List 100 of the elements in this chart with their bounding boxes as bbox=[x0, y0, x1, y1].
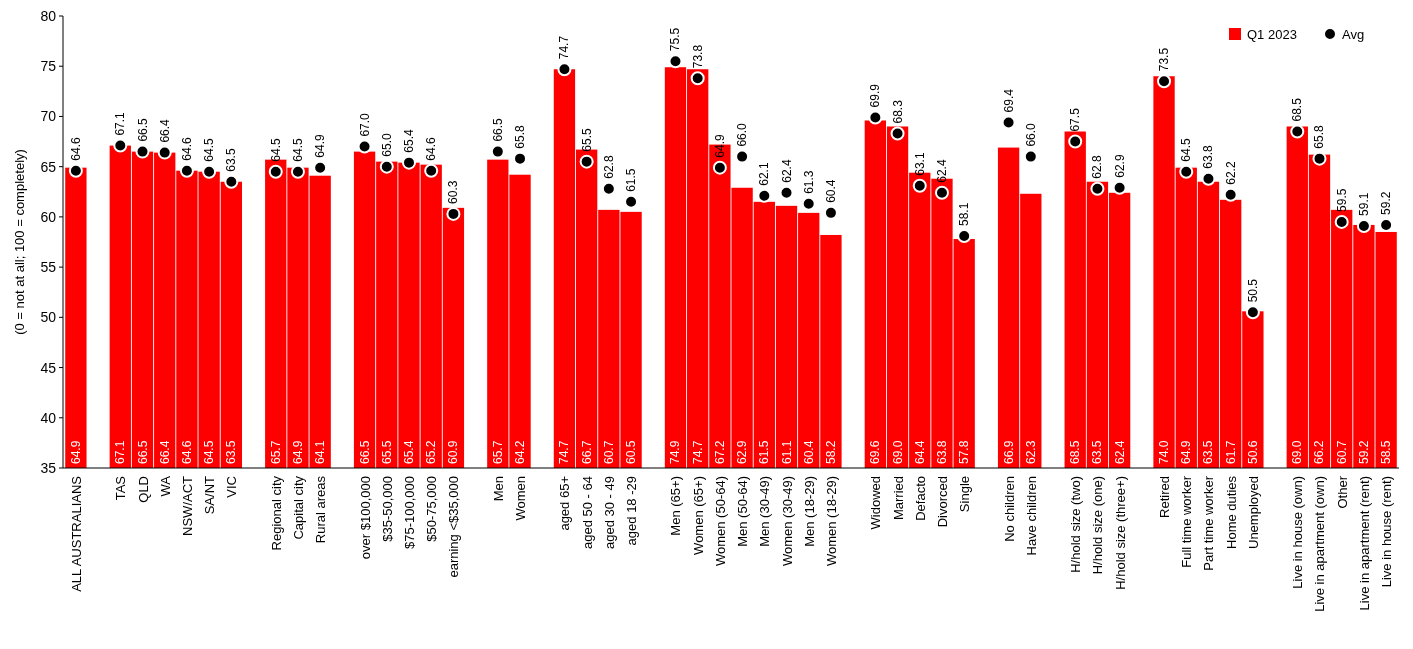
data-label: 69.6 bbox=[868, 440, 883, 464]
data-label: 61.1 bbox=[779, 440, 794, 464]
data-label: 63.5 bbox=[1201, 440, 1216, 464]
point bbox=[113, 138, 128, 153]
data-label: 61.5 bbox=[757, 440, 772, 464]
data-label: 65.4 bbox=[401, 440, 416, 464]
data-label: 66.9 bbox=[1001, 440, 1016, 464]
point bbox=[313, 160, 328, 175]
x-tick-label: Women (30-49) bbox=[779, 476, 795, 567]
x-tick-label: $50-75,000 bbox=[424, 476, 440, 542]
point bbox=[801, 196, 816, 211]
data-label: 63.5 bbox=[224, 440, 239, 464]
x-tick-label: WA bbox=[157, 475, 173, 497]
data-label: 66.5 bbox=[490, 117, 505, 142]
data-label: 65.5 bbox=[379, 440, 394, 464]
data-label: 66.0 bbox=[1023, 122, 1038, 147]
x-tick-label: Women bbox=[513, 476, 529, 521]
x-tick-label: Home duties bbox=[1223, 475, 1239, 549]
data-label: 68.5 bbox=[1068, 440, 1083, 464]
data-label: 58.5 bbox=[1379, 440, 1394, 464]
x-tick-label: No children bbox=[1001, 476, 1017, 542]
point bbox=[1179, 164, 1194, 179]
data-label: 60.9 bbox=[446, 440, 461, 464]
x-tick-label: Men (18-29) bbox=[801, 476, 817, 547]
data-label: 66.5 bbox=[357, 440, 372, 464]
data-label: 64.4 bbox=[912, 440, 927, 464]
point bbox=[757, 188, 772, 203]
y-axis-title: (0 = not at all; 100 = completely) bbox=[12, 149, 27, 335]
x-tick-label: Divorced bbox=[934, 476, 950, 528]
point bbox=[1023, 149, 1038, 164]
data-label: 59.1 bbox=[1356, 192, 1371, 216]
data-label: 66.4 bbox=[157, 118, 172, 143]
data-label: 62.4 bbox=[1112, 440, 1127, 464]
point bbox=[1223, 187, 1238, 202]
y-tick-label: 70 bbox=[40, 108, 57, 125]
data-label: 74.7 bbox=[557, 35, 572, 60]
data-label: 64.1 bbox=[313, 440, 328, 464]
x-tick-label: Women (65+) bbox=[690, 476, 706, 555]
legend-label: Avg bbox=[1342, 27, 1365, 42]
data-label: 69.0 bbox=[890, 440, 905, 464]
x-tick-label: Widowed bbox=[868, 476, 884, 530]
x-tick-label: $35-50,000 bbox=[379, 476, 395, 542]
legend-label: Q1 2023 bbox=[1247, 27, 1297, 42]
point bbox=[1157, 74, 1172, 89]
x-tick-label: Live in house (rent) bbox=[1379, 476, 1395, 588]
data-label: 62.8 bbox=[1090, 155, 1105, 179]
data-label: 63.5 bbox=[224, 148, 239, 172]
y-tick-label: 55 bbox=[40, 259, 57, 276]
data-label: 64.5 bbox=[1179, 138, 1194, 162]
data-label: 74.0 bbox=[1157, 440, 1172, 464]
x-tick-label: Women (50-64) bbox=[712, 476, 728, 567]
point bbox=[68, 163, 83, 178]
data-label: 69.0 bbox=[1290, 440, 1305, 464]
data-label: 67.1 bbox=[113, 440, 128, 464]
data-label: 61.3 bbox=[801, 170, 816, 194]
x-tick-label: Married bbox=[890, 476, 906, 521]
data-label: 64.9 bbox=[712, 133, 727, 158]
point bbox=[579, 154, 594, 169]
y-tick-label: 75 bbox=[40, 58, 57, 75]
x-tick-label: Men bbox=[490, 476, 506, 502]
point bbox=[379, 159, 394, 174]
point bbox=[712, 160, 727, 175]
point bbox=[1090, 181, 1105, 196]
x-tick-label: Men (50-64) bbox=[735, 476, 751, 547]
point bbox=[1312, 151, 1327, 166]
point bbox=[779, 185, 794, 200]
data-label: 50.6 bbox=[1245, 440, 1260, 464]
x-tick-label: over $100,000 bbox=[357, 476, 373, 560]
data-label: 69.9 bbox=[868, 83, 883, 108]
data-label: 64.9 bbox=[1179, 440, 1194, 464]
point bbox=[1068, 134, 1083, 149]
data-label: 58.2 bbox=[823, 440, 838, 464]
x-tick-label: H/hold size (three+) bbox=[1112, 476, 1128, 590]
data-label: 63.8 bbox=[1201, 145, 1216, 169]
x-tick-label: Live in apartment (own) bbox=[1312, 476, 1328, 612]
data-label: 67.5 bbox=[1068, 107, 1083, 132]
data-label: 59.2 bbox=[1379, 191, 1394, 215]
data-label: 65.8 bbox=[513, 124, 528, 149]
data-label: 64.6 bbox=[68, 137, 83, 161]
data-label: 74.7 bbox=[690, 440, 705, 464]
x-tick-label: Defacto bbox=[912, 476, 928, 521]
data-label: 73.8 bbox=[690, 44, 705, 69]
point bbox=[1201, 171, 1216, 186]
data-label: 60.5 bbox=[624, 440, 639, 464]
data-label: 65.7 bbox=[268, 440, 283, 464]
data-label: 61.7 bbox=[1223, 440, 1238, 464]
data-label: 59.2 bbox=[1356, 440, 1371, 464]
y-tick-label: 60 bbox=[40, 208, 57, 225]
data-label: 57.8 bbox=[957, 440, 972, 464]
x-tick-label: Men (65+) bbox=[668, 476, 684, 536]
data-label: 58.1 bbox=[957, 202, 972, 226]
data-label: 64.5 bbox=[268, 138, 283, 162]
data-label: 60.4 bbox=[823, 179, 838, 203]
data-label: 63.1 bbox=[912, 152, 927, 176]
point bbox=[557, 62, 572, 77]
data-label: 68.3 bbox=[890, 99, 905, 124]
y-tick-label: 40 bbox=[40, 409, 57, 426]
y-tick-label: 50 bbox=[40, 309, 57, 326]
data-label: 67.2 bbox=[712, 440, 727, 464]
data-label: 65.5 bbox=[579, 127, 594, 152]
